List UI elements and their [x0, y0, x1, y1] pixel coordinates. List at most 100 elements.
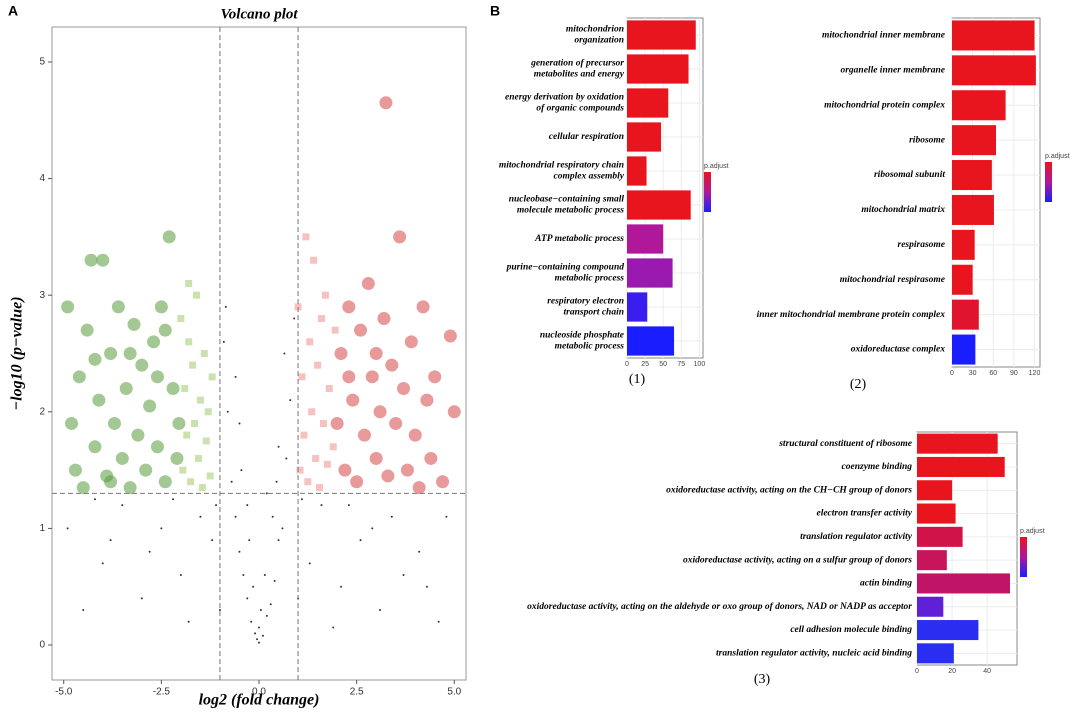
- point: [275, 480, 278, 483]
- point: [179, 466, 187, 474]
- point: [373, 405, 387, 419]
- point: [179, 574, 182, 577]
- y-tick-label: generation of precursor metabolites and e…: [530, 59, 625, 80]
- point: [289, 399, 292, 402]
- y-tick-label: mitochondrial inner membrane: [822, 31, 946, 41]
- bar: [952, 194, 994, 225]
- point: [119, 381, 133, 395]
- x-tick-label: 0: [950, 370, 954, 377]
- point: [294, 303, 302, 311]
- point: [154, 300, 168, 314]
- point: [150, 370, 164, 384]
- point: [84, 253, 98, 267]
- point: [285, 457, 288, 460]
- point: [181, 384, 189, 392]
- point: [200, 350, 208, 357]
- point: [359, 539, 362, 542]
- point: [261, 634, 264, 637]
- y-tick-label: mitochondrial respirasome: [840, 275, 946, 285]
- y-tick-label: oxidoreductase activity, acting on the C…: [666, 485, 912, 495]
- point: [308, 562, 311, 565]
- point: [224, 305, 227, 308]
- bar: [917, 456, 1005, 477]
- y-tick-label: energy derivation by oxidation of organic…: [505, 93, 624, 114]
- bar: [917, 433, 998, 454]
- point: [93, 498, 96, 501]
- point: [183, 431, 191, 439]
- bar: [627, 122, 662, 152]
- x-tick-label: 120: [1029, 370, 1041, 377]
- point: [254, 632, 257, 635]
- point: [158, 323, 172, 337]
- bar: [952, 90, 1006, 121]
- point: [194, 454, 202, 462]
- point: [177, 315, 185, 323]
- point: [234, 375, 237, 378]
- point: [314, 361, 322, 369]
- legend-title: p.adjust: [704, 163, 729, 170]
- point: [259, 609, 262, 612]
- y-tick-label: respiratory electron transport chain: [547, 297, 624, 318]
- point: [331, 326, 339, 334]
- point: [246, 504, 249, 507]
- point: [281, 527, 284, 530]
- point: [334, 347, 348, 360]
- bar: [627, 190, 691, 220]
- point: [65, 416, 79, 430]
- point: [354, 323, 368, 337]
- x-tick-label: 30: [969, 370, 977, 377]
- point: [111, 300, 125, 314]
- point: [148, 550, 151, 553]
- bar: [627, 258, 673, 288]
- point: [425, 585, 428, 588]
- y-tick-label: mitochondrial respiratory chain complex a…: [499, 161, 625, 182]
- x-tick-label: 25: [641, 361, 649, 368]
- y-tick-label: ribosome: [909, 135, 946, 145]
- y-tick-label: mitochondrial matrix: [861, 205, 945, 215]
- point: [109, 539, 112, 542]
- point: [226, 410, 229, 413]
- point: [329, 443, 337, 451]
- y-tick-label: actin binding: [860, 579, 912, 589]
- point: [92, 393, 106, 407]
- bar: [917, 503, 956, 524]
- point: [319, 419, 327, 427]
- panel-label: (2): [850, 377, 867, 392]
- point: [316, 484, 324, 492]
- bar: [952, 125, 996, 156]
- point: [187, 620, 190, 623]
- point: [304, 478, 312, 486]
- bar: [917, 573, 1010, 594]
- point: [211, 539, 214, 542]
- y-tick-label: oxidoreductase activity, acting on a sul…: [683, 555, 912, 565]
- point: [325, 384, 333, 392]
- point: [381, 469, 395, 483]
- bar: [952, 334, 976, 365]
- legend-title: p.adjust: [1020, 528, 1045, 535]
- point: [61, 300, 75, 314]
- point: [404, 335, 418, 349]
- x-tick-label: 75: [677, 361, 685, 368]
- y-tick-label: oxidoreductase activity, acting on the a…: [527, 602, 912, 612]
- point: [361, 277, 375, 291]
- legend-title: p.adjust: [1045, 153, 1070, 160]
- point: [170, 451, 184, 465]
- bar: [627, 326, 675, 356]
- point: [135, 358, 149, 372]
- bar: [627, 156, 647, 186]
- point: [263, 574, 266, 577]
- point: [258, 641, 260, 644]
- point: [371, 527, 374, 530]
- point: [104, 347, 118, 360]
- y-tick-label: ATP metabolic process: [534, 234, 624, 244]
- y-tick-label: 2: [39, 406, 45, 417]
- point: [330, 416, 344, 430]
- y-tick-label: structural constituent of ribosome: [778, 439, 913, 449]
- point: [365, 370, 379, 384]
- point: [222, 340, 225, 343]
- bar: [952, 20, 1035, 51]
- bar: [952, 55, 1036, 86]
- point: [418, 550, 421, 553]
- point: [139, 463, 153, 477]
